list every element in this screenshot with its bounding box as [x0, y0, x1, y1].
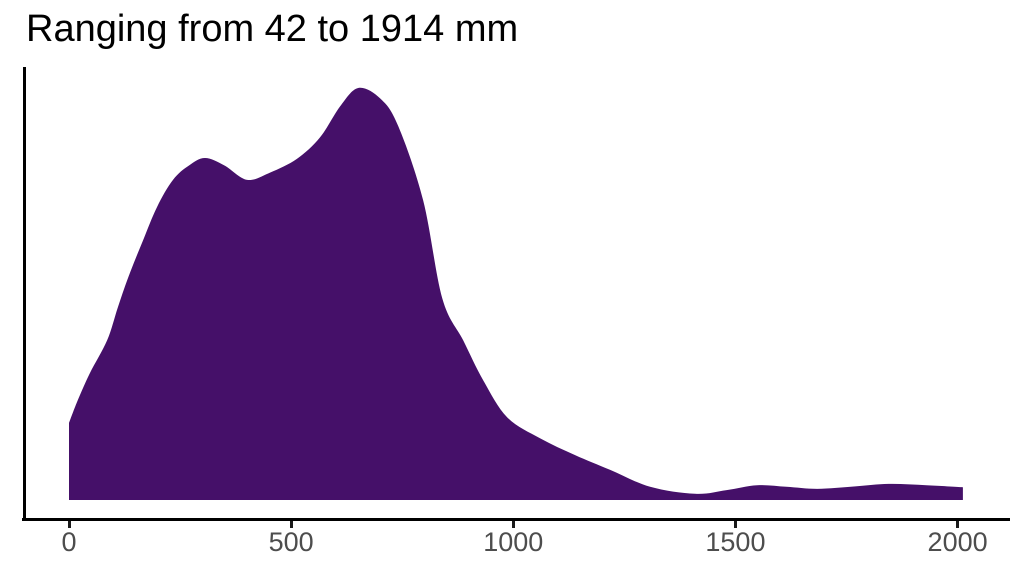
x-axis-tick-label: 0	[61, 527, 77, 557]
x-axis-tick-label: 2000	[927, 527, 988, 557]
x-axis-tick-mark	[67, 521, 71, 528]
x-axis-tick-label: 1000	[483, 527, 544, 557]
x-axis-tick-label: 1500	[705, 527, 766, 557]
x-axis-tick-mark	[956, 521, 960, 528]
y-axis-line	[23, 67, 26, 521]
x-axis-tick-label: 500	[268, 527, 314, 557]
x-axis-tick-mark	[733, 521, 737, 528]
density-curve-fill	[69, 87, 963, 500]
x-axis-tick-mark	[289, 521, 293, 528]
x-axis-tick-mark	[511, 521, 515, 528]
chart-title: Ranging from 42 to 1914 mm	[26, 8, 519, 50]
x-axis-line	[22, 518, 1010, 521]
